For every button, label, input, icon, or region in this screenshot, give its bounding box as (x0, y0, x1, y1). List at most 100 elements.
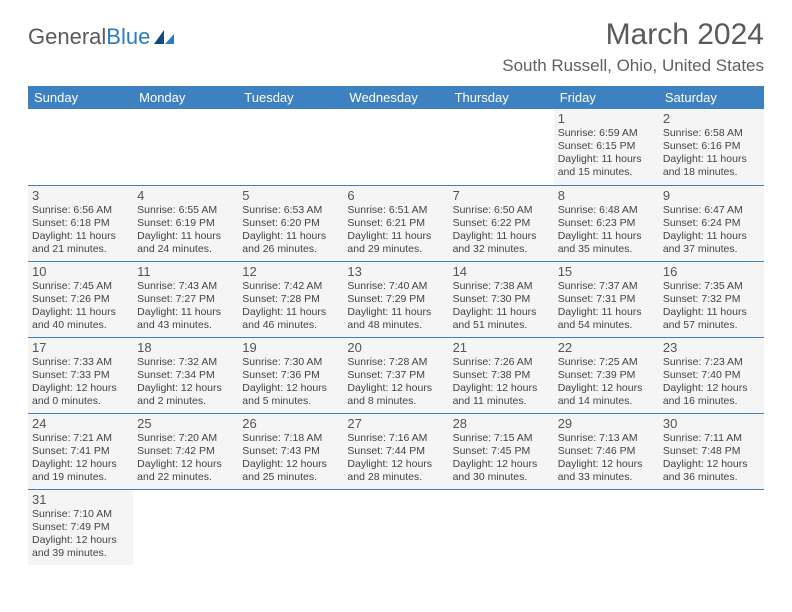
day-number: 6 (347, 188, 444, 203)
sail-icon (152, 28, 176, 46)
day-number: 25 (137, 416, 234, 431)
day-number: 30 (663, 416, 760, 431)
day-number: 18 (137, 340, 234, 355)
day-number: 11 (137, 264, 234, 279)
day-header: Thursday (449, 86, 554, 109)
page-title: March 2024 (502, 18, 764, 52)
calendar-cell: 25Sunrise: 7:20 AMSunset: 7:42 PMDayligh… (133, 413, 238, 489)
day-info: Sunrise: 7:40 AMSunset: 7:29 PMDaylight:… (347, 280, 444, 333)
day-info: Sunrise: 7:37 AMSunset: 7:31 PMDaylight:… (558, 280, 655, 333)
day-info: Sunrise: 6:58 AMSunset: 6:16 PMDaylight:… (663, 127, 760, 180)
calendar-cell: 29Sunrise: 7:13 AMSunset: 7:46 PMDayligh… (554, 413, 659, 489)
day-info: Sunrise: 6:51 AMSunset: 6:21 PMDaylight:… (347, 204, 444, 257)
day-info: Sunrise: 7:43 AMSunset: 7:27 PMDaylight:… (137, 280, 234, 333)
calendar-cell-empty (133, 489, 238, 565)
calendar-cell-empty (238, 109, 343, 185)
day-info: Sunrise: 7:33 AMSunset: 7:33 PMDaylight:… (32, 356, 129, 409)
calendar-cell-empty (449, 489, 554, 565)
day-number: 9 (663, 188, 760, 203)
logo-text: GeneralBlue (28, 24, 150, 50)
day-info: Sunrise: 6:53 AMSunset: 6:20 PMDaylight:… (242, 204, 339, 257)
calendar-cell: 4Sunrise: 6:55 AMSunset: 6:19 PMDaylight… (133, 185, 238, 261)
day-info: Sunrise: 7:42 AMSunset: 7:28 PMDaylight:… (242, 280, 339, 333)
day-info: Sunrise: 7:10 AMSunset: 7:49 PMDaylight:… (32, 508, 129, 561)
logo-text-1: General (28, 24, 106, 49)
day-number: 8 (558, 188, 655, 203)
day-number: 31 (32, 492, 129, 507)
day-info: Sunrise: 7:21 AMSunset: 7:41 PMDaylight:… (32, 432, 129, 485)
calendar-cell-empty (238, 489, 343, 565)
day-number: 14 (453, 264, 550, 279)
day-header: Friday (554, 86, 659, 109)
title-block: March 2024 South Russell, Ohio, United S… (502, 18, 764, 76)
calendar-cell: 26Sunrise: 7:18 AMSunset: 7:43 PMDayligh… (238, 413, 343, 489)
calendar-cell-empty (343, 489, 448, 565)
calendar-cell-empty (343, 109, 448, 185)
day-number: 29 (558, 416, 655, 431)
day-header: Tuesday (238, 86, 343, 109)
day-number: 17 (32, 340, 129, 355)
calendar-cell: 12Sunrise: 7:42 AMSunset: 7:28 PMDayligh… (238, 261, 343, 337)
calendar-cell: 7Sunrise: 6:50 AMSunset: 6:22 PMDaylight… (449, 185, 554, 261)
calendar-cell: 9Sunrise: 6:47 AMSunset: 6:24 PMDaylight… (659, 185, 764, 261)
day-number: 13 (347, 264, 444, 279)
day-info: Sunrise: 7:20 AMSunset: 7:42 PMDaylight:… (137, 432, 234, 485)
day-info: Sunrise: 6:48 AMSunset: 6:23 PMDaylight:… (558, 204, 655, 257)
calendar-cell: 18Sunrise: 7:32 AMSunset: 7:34 PMDayligh… (133, 337, 238, 413)
calendar-cell: 13Sunrise: 7:40 AMSunset: 7:29 PMDayligh… (343, 261, 448, 337)
day-number: 4 (137, 188, 234, 203)
day-number: 5 (242, 188, 339, 203)
day-number: 16 (663, 264, 760, 279)
calendar-cell: 3Sunrise: 6:56 AMSunset: 6:18 PMDaylight… (28, 185, 133, 261)
calendar-cell: 16Sunrise: 7:35 AMSunset: 7:32 PMDayligh… (659, 261, 764, 337)
calendar-row: 24Sunrise: 7:21 AMSunset: 7:41 PMDayligh… (28, 413, 764, 489)
day-info: Sunrise: 7:38 AMSunset: 7:30 PMDaylight:… (453, 280, 550, 333)
day-number: 1 (558, 111, 655, 126)
calendar-row: 17Sunrise: 7:33 AMSunset: 7:33 PMDayligh… (28, 337, 764, 413)
day-number: 12 (242, 264, 339, 279)
day-number: 3 (32, 188, 129, 203)
day-info: Sunrise: 7:11 AMSunset: 7:48 PMDaylight:… (663, 432, 760, 485)
day-info: Sunrise: 7:13 AMSunset: 7:46 PMDaylight:… (558, 432, 655, 485)
logo: GeneralBlue (28, 24, 176, 50)
calendar-cell: 14Sunrise: 7:38 AMSunset: 7:30 PMDayligh… (449, 261, 554, 337)
day-header-row: SundayMondayTuesdayWednesdayThursdayFrid… (28, 86, 764, 109)
day-info: Sunrise: 7:23 AMSunset: 7:40 PMDaylight:… (663, 356, 760, 409)
day-number: 19 (242, 340, 339, 355)
calendar-cell: 5Sunrise: 6:53 AMSunset: 6:20 PMDaylight… (238, 185, 343, 261)
calendar-row: 10Sunrise: 7:45 AMSunset: 7:26 PMDayligh… (28, 261, 764, 337)
day-number: 23 (663, 340, 760, 355)
day-info: Sunrise: 6:56 AMSunset: 6:18 PMDaylight:… (32, 204, 129, 257)
day-number: 10 (32, 264, 129, 279)
day-info: Sunrise: 7:28 AMSunset: 7:37 PMDaylight:… (347, 356, 444, 409)
day-number: 28 (453, 416, 550, 431)
calendar-cell: 23Sunrise: 7:23 AMSunset: 7:40 PMDayligh… (659, 337, 764, 413)
calendar-cell: 21Sunrise: 7:26 AMSunset: 7:38 PMDayligh… (449, 337, 554, 413)
day-number: 24 (32, 416, 129, 431)
day-info: Sunrise: 7:26 AMSunset: 7:38 PMDaylight:… (453, 356, 550, 409)
day-info: Sunrise: 7:35 AMSunset: 7:32 PMDaylight:… (663, 280, 760, 333)
calendar-cell: 17Sunrise: 7:33 AMSunset: 7:33 PMDayligh… (28, 337, 133, 413)
calendar-row: 1Sunrise: 6:59 AMSunset: 6:15 PMDaylight… (28, 109, 764, 185)
day-number: 15 (558, 264, 655, 279)
day-info: Sunrise: 6:55 AMSunset: 6:19 PMDaylight:… (137, 204, 234, 257)
calendar-table: SundayMondayTuesdayWednesdayThursdayFrid… (28, 86, 764, 565)
logo-text-2: Blue (106, 24, 150, 49)
day-number: 26 (242, 416, 339, 431)
calendar-cell: 15Sunrise: 7:37 AMSunset: 7:31 PMDayligh… (554, 261, 659, 337)
day-header: Saturday (659, 86, 764, 109)
day-number: 27 (347, 416, 444, 431)
calendar-row: 3Sunrise: 6:56 AMSunset: 6:18 PMDaylight… (28, 185, 764, 261)
day-info: Sunrise: 7:25 AMSunset: 7:39 PMDaylight:… (558, 356, 655, 409)
day-info: Sunrise: 6:59 AMSunset: 6:15 PMDaylight:… (558, 127, 655, 180)
calendar-cell: 28Sunrise: 7:15 AMSunset: 7:45 PMDayligh… (449, 413, 554, 489)
calendar-cell: 24Sunrise: 7:21 AMSunset: 7:41 PMDayligh… (28, 413, 133, 489)
day-number: 7 (453, 188, 550, 203)
day-info: Sunrise: 7:30 AMSunset: 7:36 PMDaylight:… (242, 356, 339, 409)
calendar-cell: 30Sunrise: 7:11 AMSunset: 7:48 PMDayligh… (659, 413, 764, 489)
calendar-cell: 10Sunrise: 7:45 AMSunset: 7:26 PMDayligh… (28, 261, 133, 337)
calendar-cell-empty (449, 109, 554, 185)
calendar-cell-empty (659, 489, 764, 565)
day-header: Monday (133, 86, 238, 109)
calendar-row: 31Sunrise: 7:10 AMSunset: 7:49 PMDayligh… (28, 489, 764, 565)
